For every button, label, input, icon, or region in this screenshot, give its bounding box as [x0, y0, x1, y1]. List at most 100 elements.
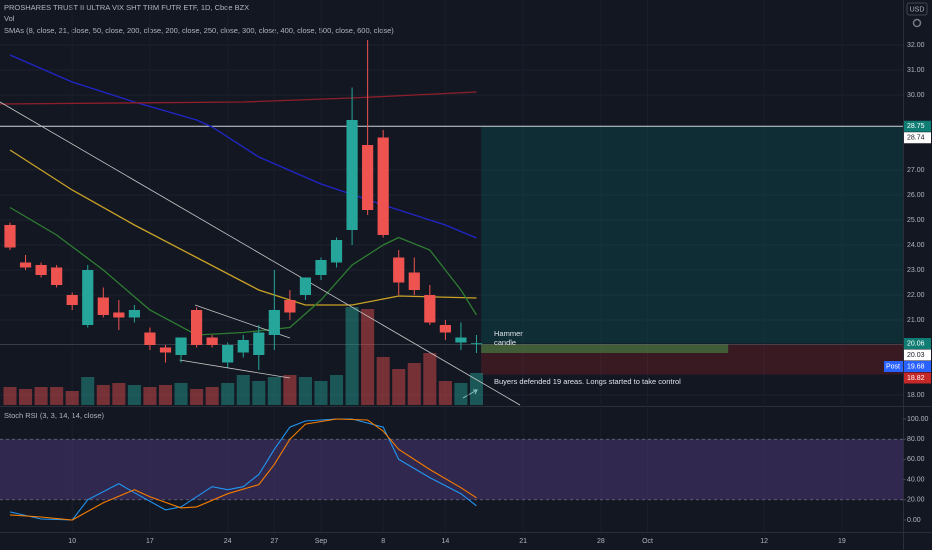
volume-bar	[174, 383, 188, 405]
candle-body	[97, 297, 109, 315]
volume-bar	[96, 385, 110, 405]
trend-line	[0, 101, 521, 406]
candle-body	[19, 262, 32, 268]
y-tick-label: 24.00	[907, 242, 925, 249]
volume-bar	[438, 381, 452, 405]
candle-body	[66, 295, 78, 305]
loss-zone	[481, 344, 903, 375]
moving-average	[0, 91, 477, 105]
current-pnl	[481, 344, 729, 353]
currency-box[interactable]	[906, 2, 928, 16]
candle-body	[393, 257, 405, 283]
x-tick-label: 10	[68, 538, 76, 545]
candle-body	[362, 145, 374, 210]
candle-body	[190, 310, 203, 345]
candle-body	[377, 137, 389, 235]
x-tick-label: 8	[381, 538, 385, 545]
volume-bar	[252, 381, 266, 405]
y-tick-label: 60.00	[907, 456, 925, 463]
volume-bar	[65, 391, 79, 405]
rsi-line	[9, 418, 477, 521]
volume-bar	[407, 363, 421, 405]
annotation: Buyers defended 19 areas. Longs started …	[494, 377, 681, 386]
volume-bar	[19, 389, 33, 405]
profit-zone	[481, 126, 903, 344]
x-tick-label: 17	[146, 538, 154, 545]
settings-icon[interactable]	[912, 18, 922, 28]
candle-body	[222, 345, 234, 363]
price-marker-label: 28.75	[907, 123, 925, 130]
y-tick-label: 30.00	[907, 92, 925, 99]
y-tick-label: 20.00	[907, 497, 925, 504]
price-marker	[904, 372, 931, 384]
volume-bar	[392, 369, 406, 405]
rsi-line	[9, 418, 477, 521]
volume-bar	[345, 307, 359, 405]
candle-body	[159, 347, 172, 353]
price-marker-label: 19.68	[907, 363, 925, 370]
moving-average	[9, 206, 478, 336]
candle-body	[144, 332, 156, 345]
candle-body	[113, 312, 125, 318]
volume-bar	[454, 383, 468, 405]
candle-body	[299, 277, 312, 295]
moving-average	[9, 149, 477, 306]
volume-bar	[50, 387, 64, 405]
volume-bar	[112, 383, 126, 405]
price-marker	[904, 361, 931, 372]
candle-body	[206, 337, 218, 345]
currency[interactable]: USD	[910, 6, 925, 13]
moving-average	[9, 54, 477, 239]
candle-body	[237, 340, 249, 353]
volume-bar	[205, 387, 219, 405]
y-tick-label: 0.00	[907, 517, 921, 524]
volume-bar	[221, 383, 235, 405]
volume-bar	[283, 375, 297, 405]
x-tick-label: Oct	[642, 538, 653, 545]
y-tick-label: 22.00	[907, 292, 925, 299]
chart-title: PROSHARES TRUST II ULTRA VIX SHT TRM FUT…	[4, 3, 249, 12]
volume-bar	[298, 377, 312, 405]
volume-bar	[34, 387, 48, 405]
volume-label: Vol	[4, 14, 15, 23]
arrow	[462, 389, 478, 399]
candle-body	[408, 272, 420, 290]
candle-body	[424, 295, 436, 323]
y-tick-label: 32.00	[907, 42, 925, 49]
volume-bar	[469, 373, 484, 405]
x-tick-label: 14	[441, 538, 449, 545]
price-marker	[904, 132, 931, 144]
y-tick-label: 80.00	[907, 436, 925, 443]
volume-bar	[361, 309, 375, 405]
candle-body	[315, 260, 327, 275]
candle-body	[253, 332, 265, 355]
volume-bar	[423, 353, 437, 405]
price-marker	[904, 120, 931, 132]
y-tick-label: 26.00	[907, 192, 925, 199]
volume-bar	[158, 385, 173, 405]
x-tick-label: 27	[270, 538, 278, 545]
candle-body	[330, 240, 343, 263]
price-marker-label: 18.82	[907, 375, 925, 382]
y-tick-label: 40.00	[907, 476, 925, 483]
x-tick-label: 28	[597, 538, 605, 545]
y-tick-label: 18.00	[907, 392, 925, 399]
y-tick-label: 25.00	[907, 217, 925, 224]
y-tick-label: 31.00	[907, 67, 925, 74]
volume-bar	[236, 375, 250, 405]
volume-bar	[127, 385, 141, 405]
volume-bar	[143, 387, 157, 405]
candle-body	[284, 300, 296, 313]
sma-label: SMAs (8, close, 21, close, 50, close, 20…	[4, 26, 394, 35]
price-marker-label: 20.03	[907, 352, 925, 359]
volume-bar	[3, 387, 17, 405]
volume-bar	[190, 389, 204, 405]
y-tick-label: 23.00	[907, 267, 925, 274]
x-tick-label: 21	[519, 538, 527, 545]
candle-body	[35, 265, 47, 275]
volume-bar	[81, 377, 95, 405]
candle-body	[470, 343, 483, 345]
volume-bar	[376, 357, 390, 405]
